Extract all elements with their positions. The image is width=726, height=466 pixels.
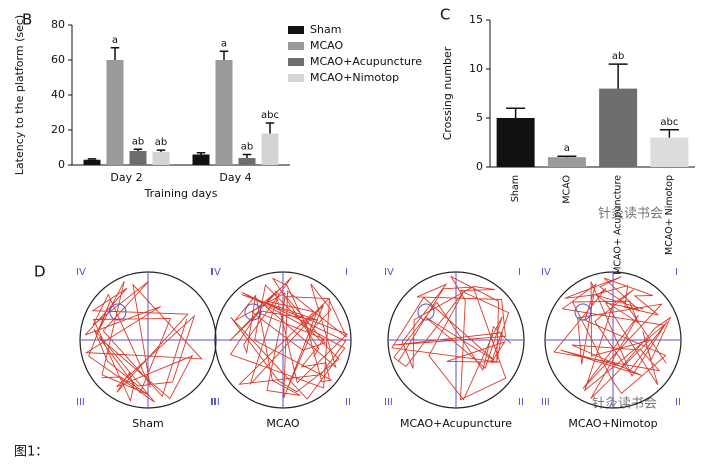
watermark: 针灸读书会: [598, 207, 663, 222]
error-bar: [156, 149, 166, 152]
swim-trace: [391, 275, 512, 401]
error-bar: [557, 155, 577, 158]
quadrant-label: I: [518, 267, 521, 278]
swim-trace: [84, 280, 203, 403]
quadrant-label: IV: [384, 267, 394, 278]
bar: [238, 158, 256, 165]
x-tick-label: Day 4: [219, 171, 251, 184]
error-bar: [242, 153, 252, 158]
quadrant-label: II: [518, 397, 524, 408]
panel-letter: C: [440, 6, 450, 24]
bar: [192, 154, 210, 165]
error-bar: [196, 152, 206, 155]
error-bar: [506, 107, 526, 118]
quadrant-label: II: [675, 397, 681, 408]
legend-label: MCAO+Nimotop: [310, 71, 399, 84]
quadrant-label: II: [210, 397, 216, 408]
y-tick-label: 80: [51, 18, 65, 31]
value-label: ab: [132, 136, 144, 147]
bar: [152, 151, 170, 165]
value-label: a: [221, 38, 227, 49]
error-bar: [219, 50, 229, 60]
value-label: abc: [660, 117, 678, 128]
legend-label: Sham: [310, 23, 341, 36]
y-tick-label: 40: [51, 88, 65, 101]
bar: [547, 157, 586, 167]
panel-letter: D: [34, 263, 46, 281]
error-bar: [87, 158, 97, 160]
quadrant-label: III: [211, 397, 220, 408]
bar: [129, 151, 147, 165]
value-label: a: [564, 143, 570, 154]
legend-label: MCAO: [310, 39, 344, 52]
error-bar: [110, 47, 120, 60]
legend-swatch: [288, 42, 304, 50]
error-bar: [608, 63, 628, 89]
error-bar: [265, 122, 275, 134]
platform: [574, 303, 592, 321]
bar: [599, 88, 638, 167]
legend-swatch: [288, 26, 304, 34]
bar: [261, 133, 279, 165]
bar: [650, 137, 689, 167]
panel-letter: B: [22, 11, 32, 29]
quadrant-label: I: [345, 267, 348, 278]
legend-swatch: [288, 58, 304, 66]
caption: 图1：: [14, 445, 48, 460]
legend-label: MCAO+Acupuncture: [310, 55, 422, 68]
swim-trace: [229, 276, 349, 400]
bar: [106, 60, 124, 165]
platform: [417, 303, 435, 321]
x-tick-label: Day 2: [110, 171, 142, 184]
legend-swatch: [288, 74, 304, 82]
y-tick-label: 15: [469, 13, 483, 26]
quadrant-label: IV: [76, 267, 86, 278]
error-bar: [133, 148, 143, 151]
group-label: MCAO: [266, 417, 300, 430]
quadrant-label: IV: [541, 267, 551, 278]
value-label: a: [112, 35, 118, 46]
y-tick-label: 0: [58, 158, 65, 171]
group-label: Sham: [132, 417, 163, 430]
quadrant-label: III: [384, 397, 393, 408]
quadrant-label: IV: [211, 267, 221, 278]
x-tick-label: MCAO: [561, 175, 572, 204]
bar: [215, 60, 233, 165]
group-label: MCAO+Acupuncture: [400, 417, 512, 430]
bar: [83, 159, 101, 165]
platform: [109, 303, 127, 321]
y-tick-label: 10: [469, 62, 483, 75]
x-tick-label: MCAO+ Nimotop: [664, 175, 675, 255]
y-tick-label: 20: [51, 123, 65, 136]
swim-trace: [553, 276, 672, 400]
y-tick-label: 60: [51, 53, 65, 66]
value-label: ab: [155, 137, 167, 148]
quadrant-label: I: [210, 267, 213, 278]
bar: [496, 118, 535, 167]
y-tick-label: 5: [476, 111, 483, 124]
value-label: ab: [612, 51, 624, 62]
quadrant-label: III: [541, 397, 550, 408]
y-tick-label: 0: [476, 160, 483, 173]
quadrant-label: II: [345, 397, 351, 408]
x-tick-label: MCAO+ Acupuncture: [613, 175, 624, 275]
quadrant-label: III: [76, 397, 85, 408]
platform: [244, 303, 262, 321]
x-axis-label: Training days: [144, 187, 218, 200]
value-label: abc: [261, 110, 279, 121]
quadrant-label: I: [675, 267, 678, 278]
x-tick-label: Sham: [510, 175, 521, 202]
y-axis-label: Crossing number: [441, 46, 454, 140]
group-label: MCAO+Nimotop: [568, 417, 657, 430]
y-axis-label: Latency to the platform (sec): [13, 15, 26, 175]
value-label: ab: [241, 142, 253, 153]
error-bar: [659, 129, 679, 138]
